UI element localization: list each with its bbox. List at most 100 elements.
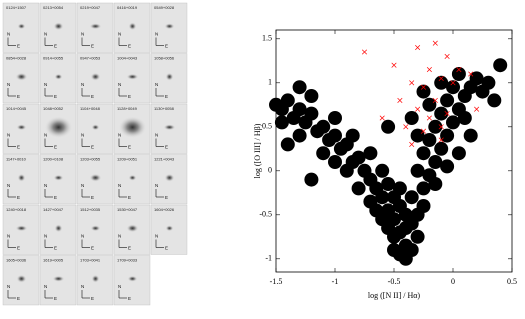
galaxy <box>52 275 65 282</box>
point-x <box>409 141 415 147</box>
point <box>422 97 437 112</box>
point <box>328 155 342 169</box>
cutout: 0219+0047 N E <box>76 2 114 53</box>
point-x <box>438 137 444 143</box>
galaxy <box>15 72 28 81</box>
cell-label: 1221+0043 <box>154 157 175 162</box>
point <box>280 93 295 108</box>
point-x <box>438 124 444 130</box>
cutout: 1004+0043 N E <box>113 53 151 104</box>
compass-label: N <box>44 284 47 289</box>
cell-label: 0914+0055 <box>43 56 64 61</box>
point-x <box>438 75 444 81</box>
point-x <box>397 97 403 103</box>
cutout: 1128+0049 N E <box>113 103 151 154</box>
cutout: 0124+1507 N E <box>2 2 40 53</box>
compass-label: E <box>17 246 20 251</box>
compass-label: N <box>155 234 158 239</box>
point <box>410 163 425 178</box>
cutout: 1240+0018 N E <box>2 204 40 255</box>
compass-label: E <box>128 94 131 99</box>
point <box>422 133 437 147</box>
point <box>404 111 419 125</box>
point-x <box>391 62 397 68</box>
compass-label: E <box>54 195 57 200</box>
compass-label: N <box>44 183 47 188</box>
cell-label: 0549+0028 <box>154 5 175 10</box>
point <box>416 146 431 161</box>
point-x <box>420 128 427 134</box>
cell-label: 1619+0005 <box>43 258 64 263</box>
compass-label: E <box>54 246 57 251</box>
point-x <box>444 111 450 117</box>
compass-label: E <box>54 296 57 301</box>
y-tick-label: -1 <box>265 254 272 263</box>
point <box>451 146 466 161</box>
y-tick-label: 0.5 <box>262 122 272 131</box>
point <box>369 203 384 218</box>
galaxy <box>126 224 139 233</box>
point <box>434 75 449 90</box>
galaxy <box>164 173 175 182</box>
point <box>440 159 455 174</box>
galaxy <box>54 224 63 233</box>
compass-label: N <box>118 32 121 37</box>
point <box>387 243 401 257</box>
point <box>274 115 289 130</box>
x-tick-label: -1 <box>332 277 339 286</box>
cutout: 1427+0047 N E <box>39 204 77 255</box>
point <box>381 221 396 235</box>
cutout: 1200+0108 N E <box>39 154 77 205</box>
galaxy <box>128 22 137 31</box>
point-x <box>474 106 480 112</box>
cutout: 0213+0054 N E <box>39 2 77 53</box>
compass-label: N <box>155 32 158 37</box>
cell-label: 0416+0019 <box>117 5 138 10</box>
compass-label: E <box>165 145 168 150</box>
cutout: 1014+0045 N E <box>2 103 40 154</box>
compass-label: N <box>44 234 47 239</box>
point-x <box>420 84 427 90</box>
cutout: 0947+0053 N E <box>76 53 114 104</box>
cell-label: 0854+0028 <box>6 56 27 61</box>
cell-label: 1104+0048 <box>80 106 101 111</box>
galaxy <box>163 124 176 131</box>
point <box>339 163 354 178</box>
point <box>328 111 342 125</box>
point <box>316 119 331 134</box>
compass-label: N <box>81 183 84 188</box>
point <box>375 163 390 178</box>
compass-label: E <box>165 94 168 99</box>
galaxy <box>54 73 63 80</box>
compass-label: E <box>54 145 57 150</box>
point <box>481 75 496 90</box>
cutout: 1203+0055 N E <box>76 154 114 205</box>
cutout: 0416+0019 N E <box>113 2 151 53</box>
point-x <box>403 124 409 130</box>
cutout: 1605+0036 N E <box>2 255 40 306</box>
point <box>398 251 413 266</box>
x-tick-label: 0.5 <box>507 277 517 286</box>
point <box>446 115 460 130</box>
y-tick-label: 1 <box>268 78 272 87</box>
point-x <box>450 80 456 86</box>
galaxy <box>16 274 27 283</box>
y-tick-label: 0 <box>268 166 272 175</box>
point-x <box>379 115 385 121</box>
point <box>351 181 366 196</box>
point <box>416 199 431 213</box>
compass-label: N <box>7 133 10 138</box>
compass-label: E <box>17 195 20 200</box>
compass-label: E <box>165 44 168 49</box>
x-tick-label: -0.5 <box>388 277 401 286</box>
point <box>392 181 407 196</box>
cell-label: 1605+0036 <box>6 258 27 263</box>
cell-label: 1512+0035 <box>80 207 101 212</box>
point <box>410 128 425 143</box>
compass-label: N <box>118 284 121 289</box>
galaxy <box>16 124 27 131</box>
point-x <box>426 67 432 73</box>
cutout-image <box>76 53 114 104</box>
cutout: 1048+0052 N E <box>39 103 77 154</box>
